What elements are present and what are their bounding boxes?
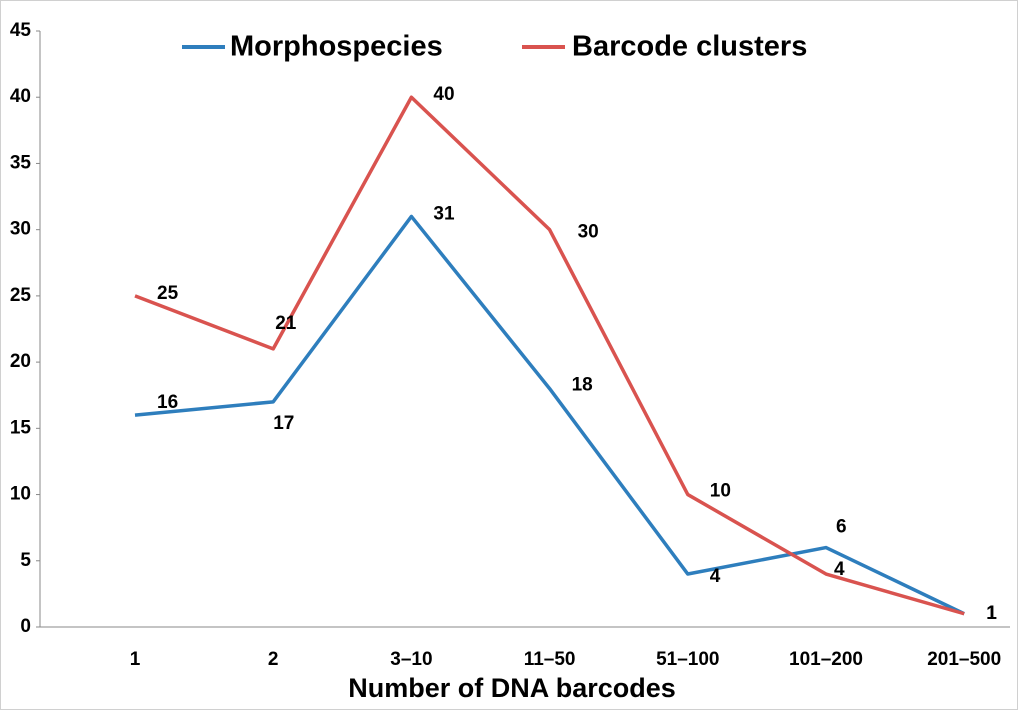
y-tick-label: 0 (20, 616, 31, 637)
data-label: 4 (710, 566, 721, 587)
series-line (134, 95, 965, 616)
y-tick-label: 10 (10, 484, 31, 505)
y-tick-label: 35 (10, 152, 32, 173)
data-label: 30 (578, 222, 599, 243)
data-label: 31 (433, 203, 455, 224)
y-tick-label: 25 (10, 285, 32, 306)
y-tick-label: 40 (10, 86, 31, 107)
legend-label: Morphospecies (230, 31, 443, 63)
series-line (134, 214, 965, 616)
legend-label: Barcode clusters (572, 31, 807, 63)
data-label: 21 (275, 313, 297, 334)
data-label: 1 (986, 603, 997, 624)
x-tick-label: 101–200 (789, 649, 863, 670)
data-label: 1 (986, 603, 997, 624)
x-tick-label: 51–100 (656, 649, 719, 670)
data-label: 16 (157, 392, 178, 413)
data-label: 17 (273, 413, 294, 434)
data-label: 6 (836, 517, 847, 538)
y-tick-label: 15 (10, 417, 32, 438)
data-label: 4 (834, 559, 845, 580)
x-tick-label: 1 (130, 649, 141, 670)
y-tick-label: 45 (10, 20, 32, 41)
data-label: 25 (157, 283, 179, 304)
x-tick-label: 2 (268, 649, 279, 670)
x-tick-label: 3–10 (390, 649, 432, 670)
data-label: 18 (572, 375, 593, 396)
y-tick-label: 5 (20, 550, 31, 571)
y-tick-label: 20 (10, 351, 31, 372)
data-label: 40 (433, 84, 454, 105)
data-label: 10 (710, 481, 731, 502)
x-axis-title: Number of DNA barcodes (348, 673, 676, 703)
x-tick-label: 11–50 (524, 649, 576, 670)
x-tick-label: 201–500 (927, 649, 1001, 670)
y-tick-label: 30 (10, 219, 31, 240)
